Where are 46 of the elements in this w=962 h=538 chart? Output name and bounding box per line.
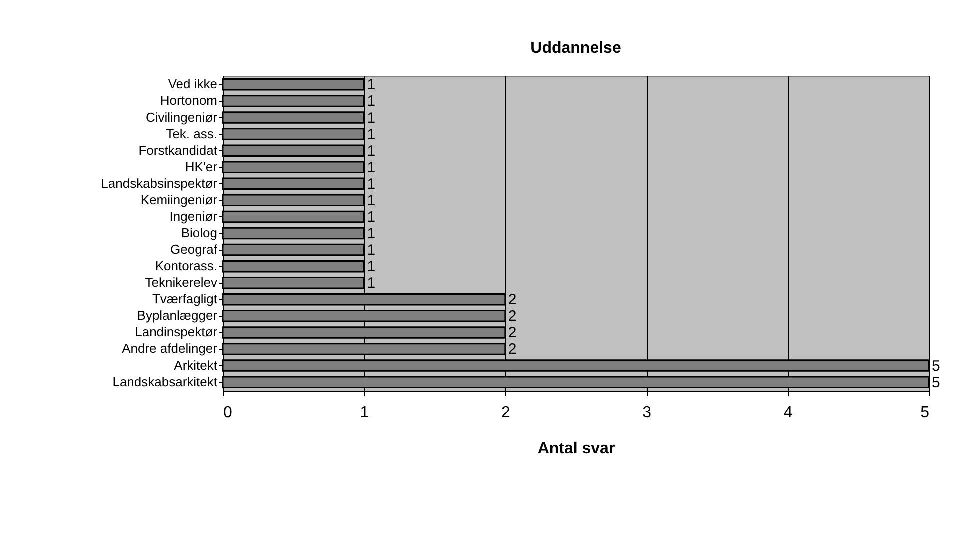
data-label: 2 [508, 292, 517, 309]
x-axis-title: Antal svar [538, 440, 616, 458]
data-label: 1 [367, 258, 376, 276]
data-label: 2 [508, 341, 517, 358]
x-tick-label: 4 [784, 404, 793, 422]
y-tick-label: Geograf [170, 242, 218, 258]
y-tick-label: Arkitekt [174, 358, 218, 373]
x-tick-label: 3 [642, 404, 652, 422]
y-tick-label: Landinspektør [135, 324, 218, 340]
x-tick-label: 1 [360, 404, 370, 422]
data-label: 1 [367, 126, 376, 144]
y-tick-label: Civilingeniør [146, 110, 218, 125]
data-label: 1 [367, 208, 376, 226]
x-tick-label: 5 [920, 404, 930, 422]
data-label: 1 [367, 226, 376, 242]
y-tick-label: Ved ikke [168, 76, 218, 92]
y-tick-label: Forstkandidat [138, 142, 218, 158]
data-label: 1 [367, 93, 376, 110]
data-label: 1 [367, 242, 376, 260]
y-tick-label: Tværfagligt [152, 292, 218, 307]
data-label: 1 [367, 176, 376, 193]
y-tick-label: Tek. ass. [166, 126, 218, 142]
y-tick-label: Andre afdelinger [122, 341, 218, 356]
x-tick-label: 2 [501, 404, 510, 422]
data-label: 1 [367, 76, 376, 94]
data-label: 1 [367, 159, 376, 176]
y-tick-label: Ingeniør [170, 208, 218, 224]
data-label: 1 [367, 142, 376, 160]
y-tick-label: Hortonom [160, 93, 218, 108]
data-label: 2 [508, 308, 517, 326]
chart-title: Uddannelse [530, 40, 622, 57]
y-tick-label: HK'er [185, 159, 218, 174]
data-label: 1 [367, 192, 376, 210]
data-label: 2 [508, 324, 517, 342]
y-tick-label: Landskabsinspektør [101, 176, 218, 191]
data-label: 5 [932, 358, 940, 375]
y-tick-label: Kontorass. [155, 258, 218, 274]
data-label: 1 [367, 275, 376, 292]
y-tick-label: Teknikerelev [145, 275, 218, 290]
y-tick-label: Biolog [181, 226, 218, 240]
y-tick-label: Landskabsarkitekt [112, 374, 218, 390]
y-tick-label: Kemiingeniør [140, 192, 218, 208]
data-label: 1 [367, 110, 376, 127]
data-label: 5 [932, 374, 940, 392]
y-tick-label: Byplanlægger [137, 308, 218, 324]
x-tick-label: 0 [224, 404, 232, 422]
